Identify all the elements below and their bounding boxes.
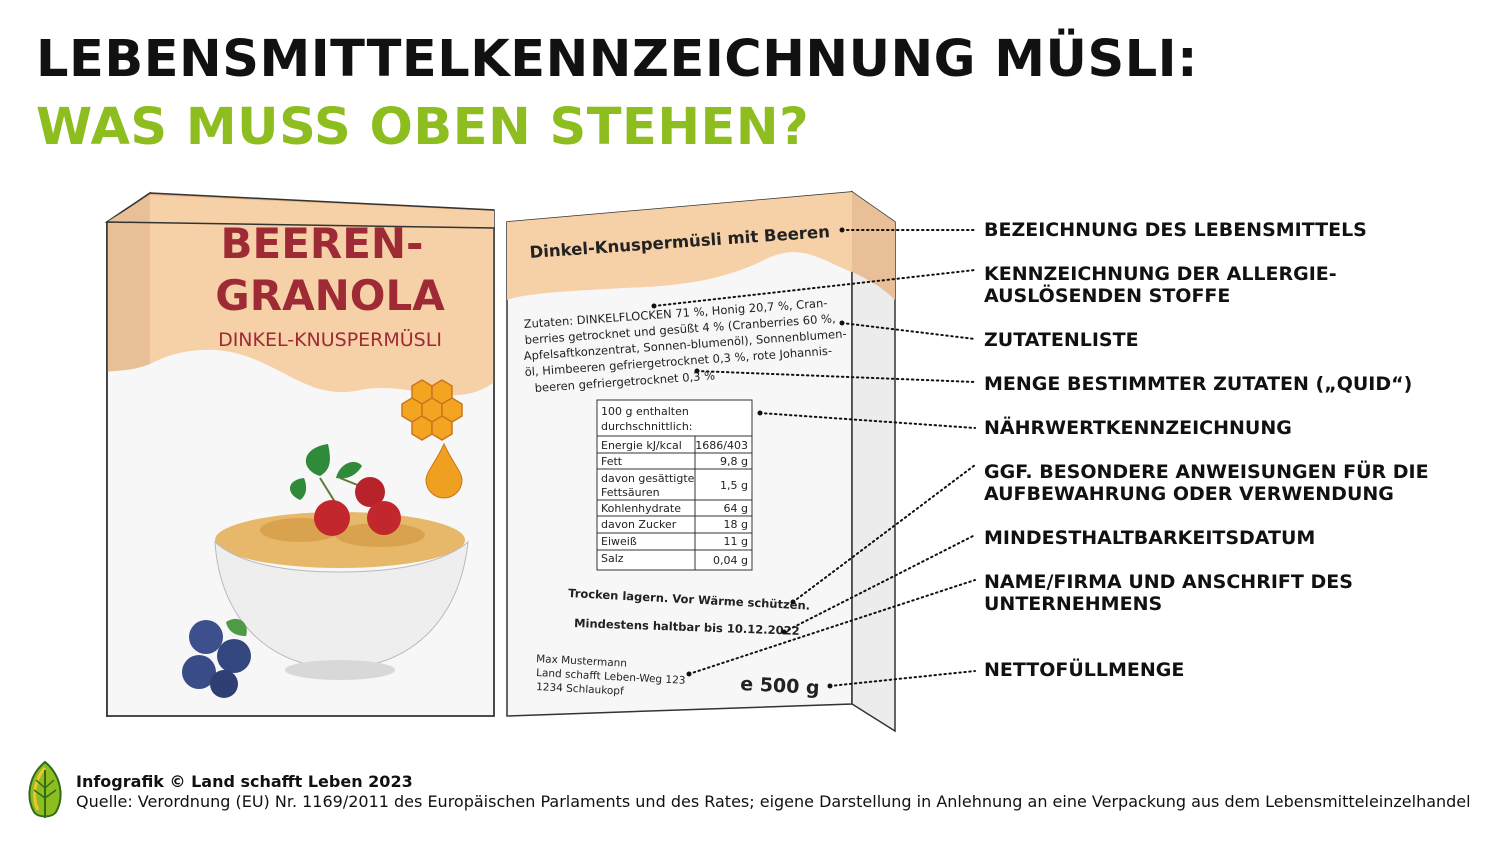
nutrition-value: 1686/403: [695, 439, 748, 452]
nutrition-label: davon gesättigte: [601, 472, 695, 485]
label-company: NAME/FIRMA UND ANSCHRIFT DES UNTERNEHMENS: [984, 571, 1353, 615]
callout-dot: [827, 683, 833, 689]
cranberries-icon: [289, 444, 401, 536]
nutrition-label: Energie kJ/kcal: [601, 439, 682, 452]
address-line: Max Mustermann: [536, 653, 627, 670]
callout-line: [759, 412, 976, 429]
nutrition-value: 64 g: [724, 502, 748, 515]
callout-line: [696, 370, 976, 383]
net-quantity: e 500 g: [740, 673, 820, 699]
nutrition-table: 100 g enthalten durchschnittlich: Energi…: [596, 399, 753, 571]
label-net-quantity: NETTOFÜLLMENGE: [984, 659, 1185, 681]
granola-bowl-icon: [214, 512, 469, 680]
callout-dot: [757, 410, 763, 416]
footer-source: Quelle: Verordnung (EU) Nr. 1169/2011 de…: [76, 792, 1471, 811]
nutrition-label: Fettsäuren: [601, 486, 660, 499]
callout-line: [829, 670, 976, 687]
callout-lines: [653, 229, 976, 687]
nutrition-value: 11 g: [724, 535, 748, 548]
nutrition-label: Kohlenhydrate: [601, 502, 681, 515]
nutrition-label: Fett: [601, 455, 623, 468]
nutrition-value: 18 g: [724, 518, 748, 531]
callout-line: [783, 534, 976, 633]
callout-dot: [790, 599, 796, 605]
honey-drop-icon: [425, 442, 463, 499]
back-box: Dinkel-Knuspermüsli mit Beeren Zutaten: …: [506, 190, 896, 733]
label-storage: GGF. BESONDERE ANWEISUNGEN FÜR DIE AUFBEW…: [984, 461, 1429, 505]
leaf-logo-icon: [28, 760, 62, 818]
footer-credit: Infografik © Land schafft Leben 2023: [76, 772, 413, 791]
callout-dot: [839, 320, 845, 326]
label-ingredients: ZUTATENLISTE: [984, 329, 1139, 351]
callout-line: [653, 269, 976, 307]
nutrition-header: durchschnittlich:: [601, 420, 693, 433]
label-allergens: KENNZEICHNUNG DER ALLERGIE- AUSLÖSENDEN S…: [984, 263, 1337, 307]
callout-line: [792, 464, 976, 603]
callout-dot: [839, 227, 845, 233]
label-food-name: BEZEICHNUNG DES LEBENSMITTELS: [984, 219, 1367, 241]
callout-dot: [781, 629, 787, 635]
page-title: LEBENSMITTELKENNZEICHNUNG MÜSLI:: [36, 30, 1199, 89]
nutrition-value: 1,5 g: [720, 479, 748, 492]
nutrition-label: Eiweiß: [601, 535, 637, 548]
callout-line: [841, 322, 976, 340]
nutrition-value: 9,8 g: [720, 455, 748, 468]
label-best-before: MINDESTHALTBARKEITSDATUM: [984, 527, 1316, 549]
label-nutrition: NÄHRWERTKENNZEICHNUNG: [984, 417, 1292, 439]
honeycomb-icon: [401, 379, 463, 441]
front-product-name-2: GRANOLA: [215, 271, 445, 320]
front-box: BEEREN- GRANOLA DINKEL-KNUSPERMÜSLI: [104, 191, 495, 718]
nutrition-header: 100 g enthalten: [601, 405, 689, 418]
blueberries-icon: [182, 618, 251, 698]
callout-dot: [686, 671, 692, 677]
address-line: 1234 Schlaukopf: [536, 681, 624, 698]
label-quid: MENGE BESTIMMTER ZUTATEN („QUID“): [984, 373, 1413, 395]
nutrition-label: davon Zucker: [601, 518, 677, 531]
front-subtitle: DINKEL-KNUSPERMÜSLI: [218, 328, 442, 351]
callout-dot: [651, 303, 657, 309]
page-subtitle: WAS MUSS OBEN STEHEN?: [36, 98, 810, 157]
callout-line: [688, 579, 976, 675]
nutrition-value: 0,04 g: [713, 554, 748, 567]
nutrition-label: Salz: [601, 552, 624, 565]
callout-dot: [694, 368, 700, 374]
front-product-name-1: BEEREN-: [220, 219, 423, 268]
